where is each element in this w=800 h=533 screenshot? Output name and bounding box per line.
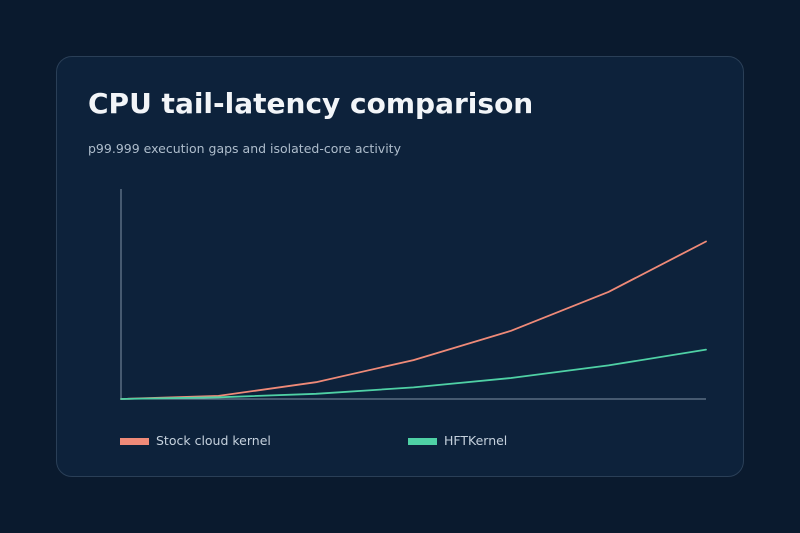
chart-title: CPU tail-latency comparison [88, 87, 534, 120]
legend-label-hftkernel: HFTKernel [444, 433, 508, 448]
series-line-hftkernel [120, 348, 707, 400]
legend-item-hftkernel: HFTKernel [408, 433, 507, 449]
series-layer [120, 240, 707, 400]
chart-subtitle: p99.999 execution gaps and isolated-core… [88, 141, 401, 156]
chart-card: CPU tail-latency comparison p99.999 exec… [56, 56, 744, 477]
legend-swatch-stock-cloud-kernel [120, 437, 149, 445]
line-chart [120, 189, 707, 400]
series-line-stock-cloud-kernel [120, 240, 707, 400]
legend-swatch-hftkernel [408, 437, 437, 445]
legend-item-stock-cloud-kernel: Stock cloud kernel [120, 433, 271, 449]
legend-label-stock-cloud-kernel: Stock cloud kernel [156, 433, 271, 448]
